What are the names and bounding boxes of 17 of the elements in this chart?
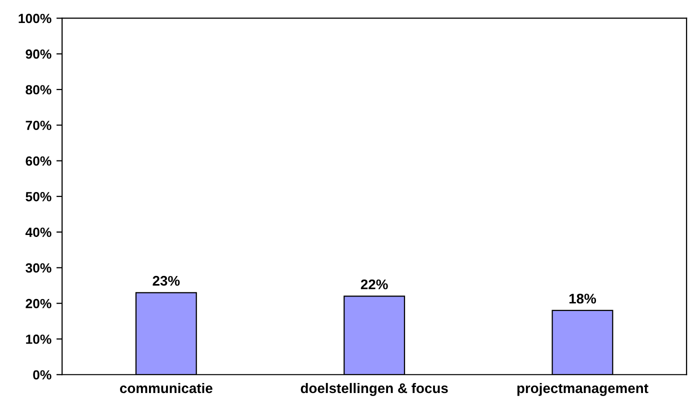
- x-tick-label: projectmanagement: [517, 382, 648, 396]
- y-tick-label: 100%: [18, 14, 52, 24]
- y-tick-label: 50%: [26, 192, 52, 202]
- y-tick-label: 30%: [26, 263, 52, 273]
- x-tick-label: communicatie: [120, 382, 212, 394]
- y-tick-label: 10%: [26, 334, 52, 344]
- y-tick-label: 70%: [26, 120, 52, 130]
- y-tick-label: 20%: [26, 298, 52, 308]
- y-tick-label: 60%: [26, 156, 52, 166]
- data-label: 23%: [152, 276, 180, 286]
- data-label: 18%: [569, 294, 596, 304]
- y-tick-label: 0%: [33, 370, 52, 380]
- y-tick-label: 80%: [26, 85, 52, 94]
- x-tick-label: doelstellingen & focus: [300, 382, 448, 396]
- data-label: 22%: [360, 279, 388, 290]
- y-tick-label: 90%: [26, 49, 52, 59]
- y-tick-label: 40%: [25, 228, 52, 237]
